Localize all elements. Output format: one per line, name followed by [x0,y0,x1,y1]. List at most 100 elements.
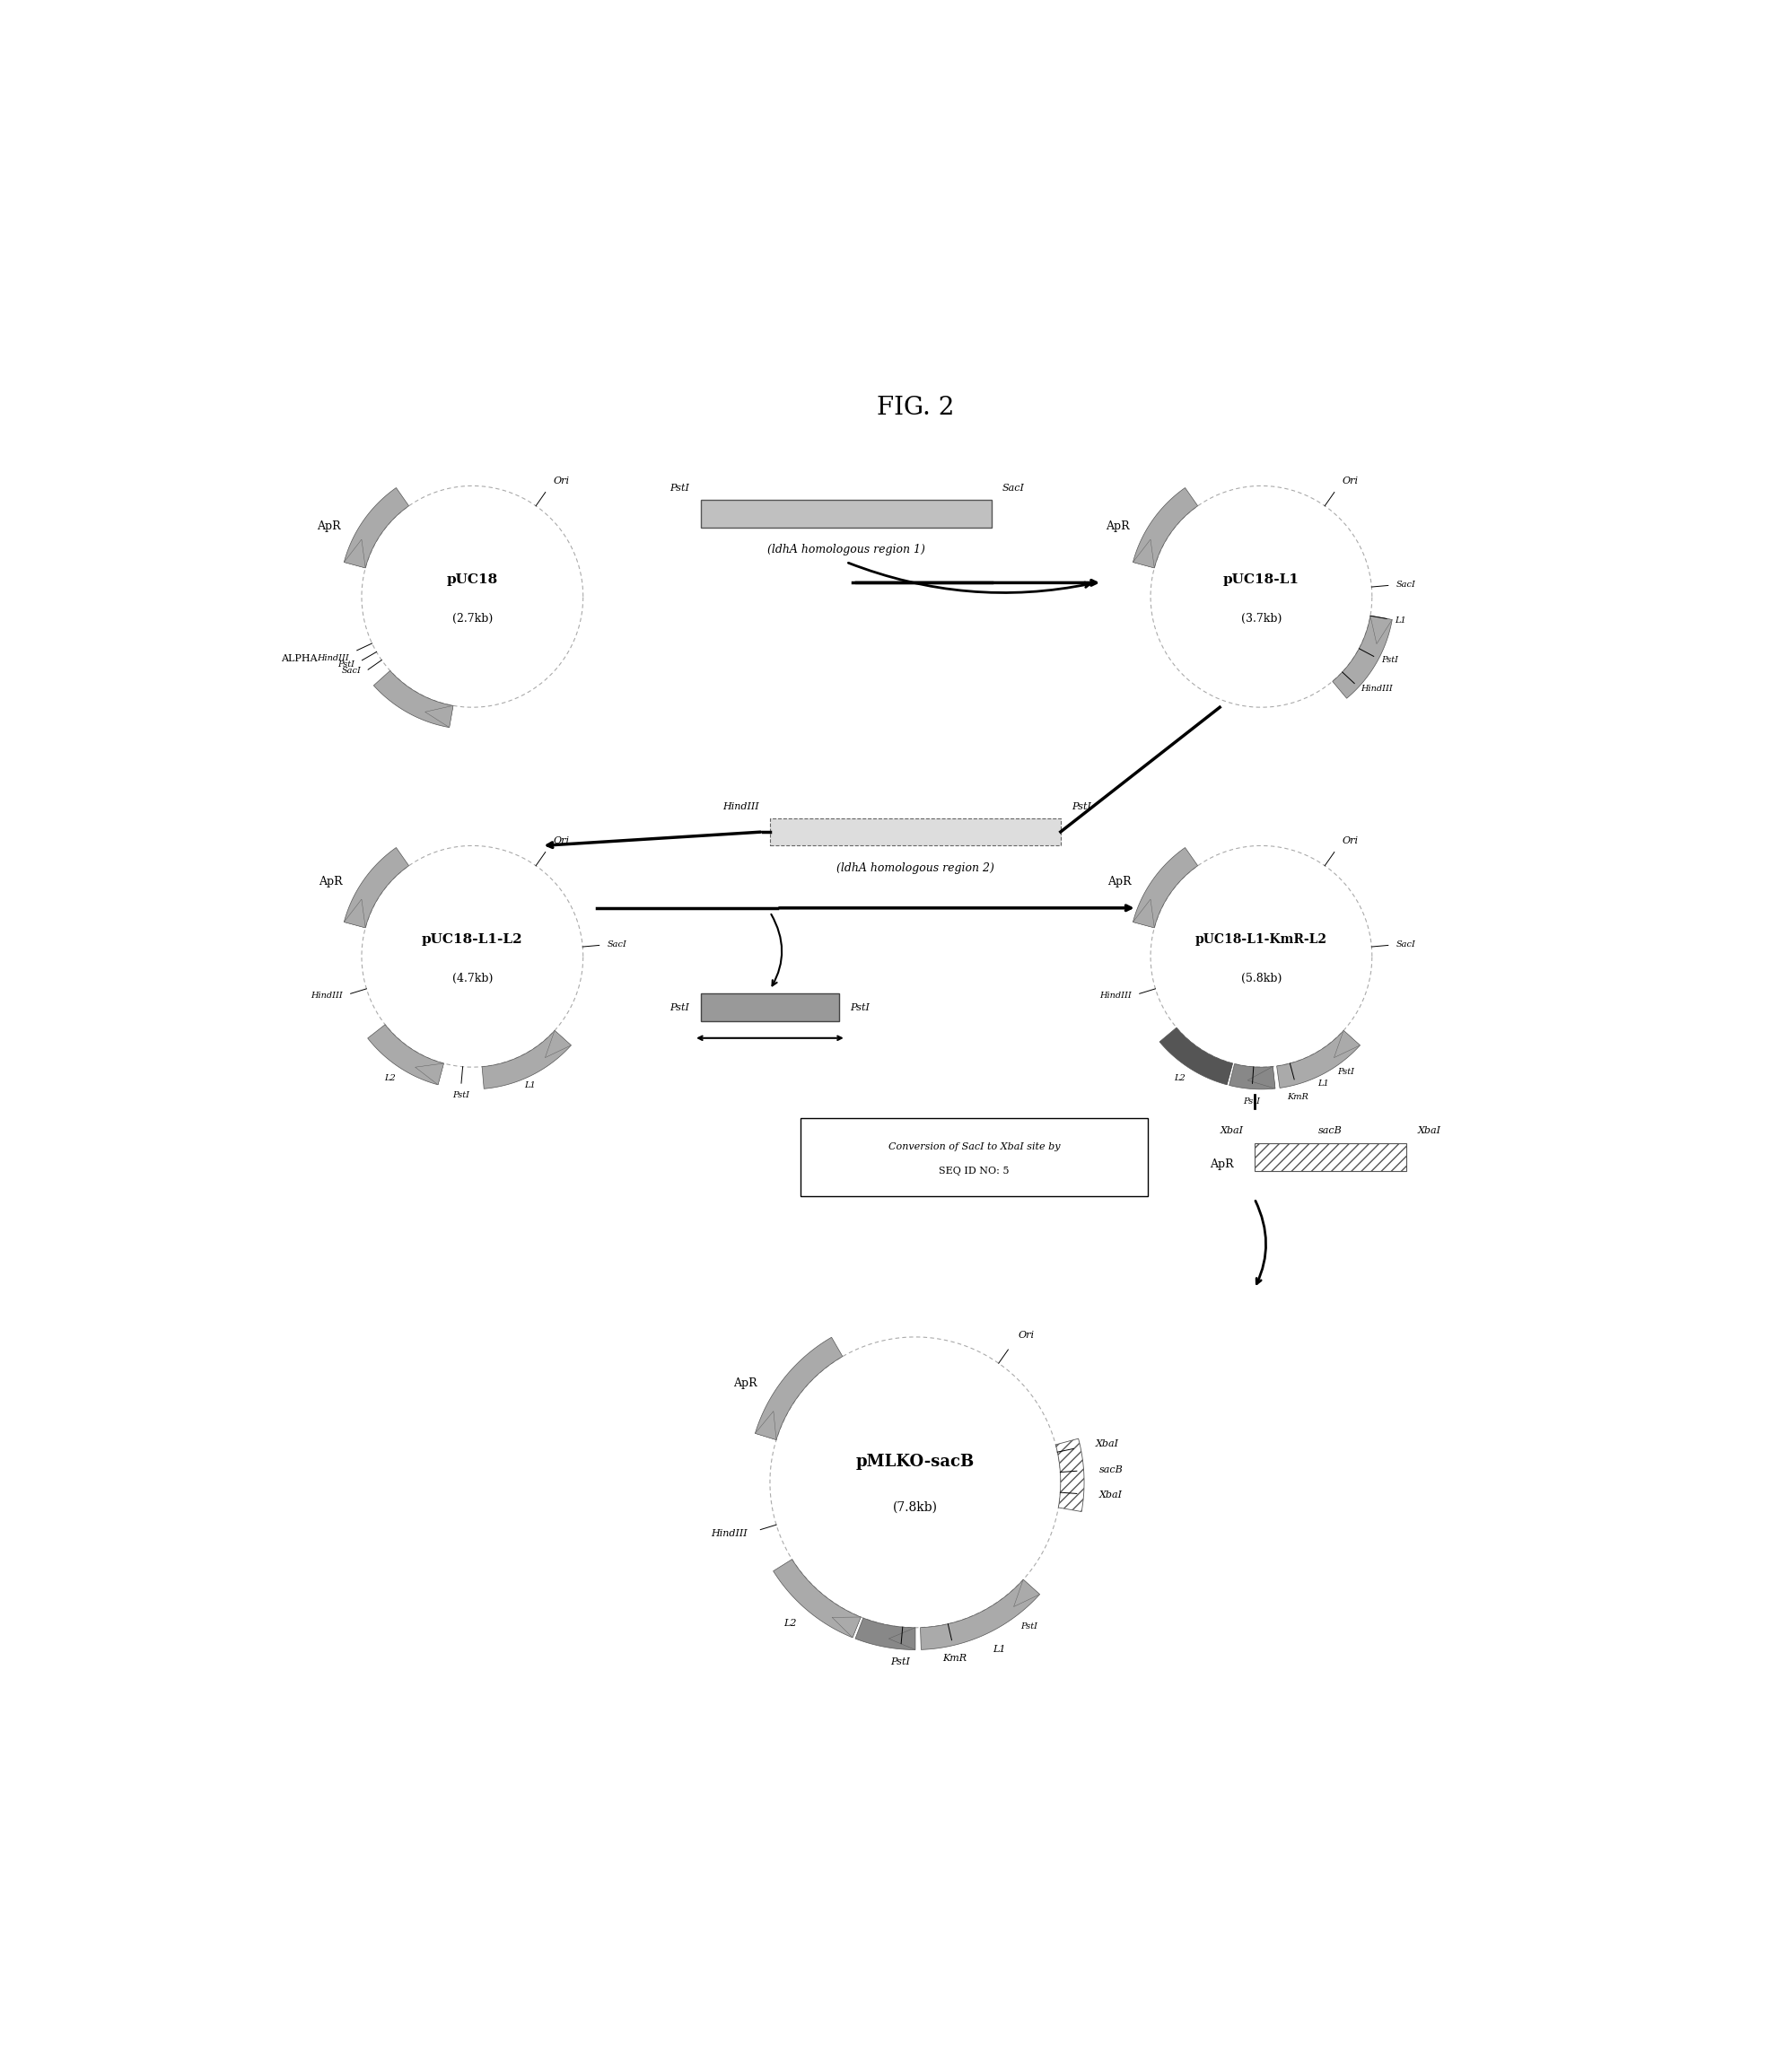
Text: ApR: ApR [1105,520,1128,533]
Text: PstI: PstI [850,1003,869,1011]
Polygon shape [1014,1579,1039,1606]
Polygon shape [1132,847,1198,928]
Polygon shape [345,539,366,568]
Polygon shape [1055,1438,1083,1513]
Text: (7.8kb): (7.8kb) [892,1500,937,1513]
Text: L2: L2 [1173,1075,1185,1082]
Text: KmR: KmR [1287,1092,1308,1100]
Text: PstI: PstI [1021,1622,1037,1631]
Text: PstI: PstI [669,1003,689,1011]
Text: PstI: PstI [1242,1098,1260,1104]
Polygon shape [755,1411,776,1440]
Text: pMLKO-sacB: pMLKO-sacB [855,1452,975,1469]
Text: PstI: PstI [1337,1067,1355,1075]
Text: L1: L1 [992,1645,1005,1653]
Text: KmR: KmR [942,1653,966,1662]
FancyBboxPatch shape [700,499,991,528]
Polygon shape [368,1024,443,1086]
Text: XbaI: XbaI [1417,1125,1440,1135]
Text: Ori: Ori [553,477,569,485]
Polygon shape [1332,615,1392,698]
Text: XbaI: XbaI [1219,1125,1242,1135]
Polygon shape [855,1618,914,1649]
Polygon shape [1203,1063,1232,1086]
Text: L2: L2 [384,1075,396,1082]
Text: pUC18: pUC18 [446,574,498,586]
Text: (5.8kb): (5.8kb) [1241,972,1282,984]
Text: PstI: PstI [337,661,355,669]
Polygon shape [832,1616,860,1637]
Polygon shape [1276,1030,1360,1088]
Text: ApR: ApR [1107,876,1132,887]
Polygon shape [919,1579,1039,1649]
Polygon shape [1132,487,1198,568]
Polygon shape [345,899,366,928]
Text: XbaI: XbaI [1098,1490,1121,1500]
FancyBboxPatch shape [700,995,839,1021]
Polygon shape [755,1336,843,1440]
Text: L1: L1 [1394,615,1405,624]
Text: ApR: ApR [320,876,343,887]
Text: PstI: PstI [452,1092,469,1100]
Text: L2: L2 [784,1618,796,1629]
Text: HindIII: HindIII [311,992,343,1001]
Text: (2.7kb): (2.7kb) [452,613,493,624]
Text: HindIII: HindIII [1100,992,1132,1001]
Text: (3.7kb): (3.7kb) [1241,613,1282,624]
Text: PstI: PstI [1071,802,1091,810]
Polygon shape [1228,1063,1274,1090]
Polygon shape [1369,615,1392,644]
Text: FIG. 2: FIG. 2 [876,396,953,421]
Text: PstI: PstI [889,1658,909,1666]
FancyBboxPatch shape [769,818,1060,845]
Polygon shape [1248,1067,1274,1088]
Text: Conversion of SacI to XbaI site by: Conversion of SacI to XbaI site by [887,1142,1060,1152]
FancyBboxPatch shape [1253,1144,1407,1171]
Text: HindIII: HindIII [723,802,759,810]
Text: L1: L1 [1317,1080,1328,1088]
Text: XbaI: XbaI [1094,1440,1117,1448]
Text: SacI: SacI [1396,941,1416,949]
Text: SacI: SacI [1396,580,1416,588]
Text: Ori: Ori [1342,477,1358,485]
Text: SEQ ID NO: 5: SEQ ID NO: 5 [939,1167,1009,1175]
Text: ApR: ApR [1208,1158,1233,1171]
Polygon shape [1132,899,1153,928]
FancyBboxPatch shape [800,1119,1148,1196]
Polygon shape [373,671,453,727]
Text: pUC18-L1-L2: pUC18-L1-L2 [421,934,523,947]
Text: sacB: sacB [1098,1465,1123,1473]
Text: ALPHA: ALPHA [280,655,318,663]
Polygon shape [425,707,453,727]
Text: (ldhA homologous region 1): (ldhA homologous region 1) [768,545,925,555]
Text: KmR: KmR [757,1003,782,1011]
Polygon shape [1158,1028,1232,1086]
Text: Ori: Ori [553,837,569,845]
Polygon shape [1132,539,1153,568]
Text: (ldhA homologous region 2): (ldhA homologous region 2) [835,862,994,874]
Text: HindIII: HindIII [710,1529,746,1537]
Text: SacI: SacI [607,941,627,949]
Polygon shape [345,487,409,568]
Polygon shape [414,1063,443,1086]
Text: Ori: Ori [1017,1330,1034,1339]
Text: HindIII: HindIII [318,655,350,661]
Text: pUC18-L1: pUC18-L1 [1223,574,1299,586]
Polygon shape [345,847,409,928]
Polygon shape [1333,1030,1360,1057]
Text: HindIII: HindIII [1360,686,1392,694]
Text: PstI: PstI [1380,657,1398,665]
Text: ApR: ApR [316,520,341,533]
Text: L1: L1 [523,1082,536,1090]
Text: PstI: PstI [669,483,689,493]
Text: pUC18-L1-KmR-L2: pUC18-L1-KmR-L2 [1194,934,1326,947]
Text: ApR: ApR [732,1378,757,1388]
Polygon shape [482,1030,571,1088]
Text: SacI: SacI [1001,483,1025,493]
Polygon shape [773,1560,860,1637]
Polygon shape [889,1629,914,1649]
Text: sacB: sacB [1317,1125,1342,1135]
Text: SacI: SacI [341,667,361,673]
Text: (4.7kb): (4.7kb) [452,972,493,984]
Text: Ori: Ori [1342,837,1358,845]
